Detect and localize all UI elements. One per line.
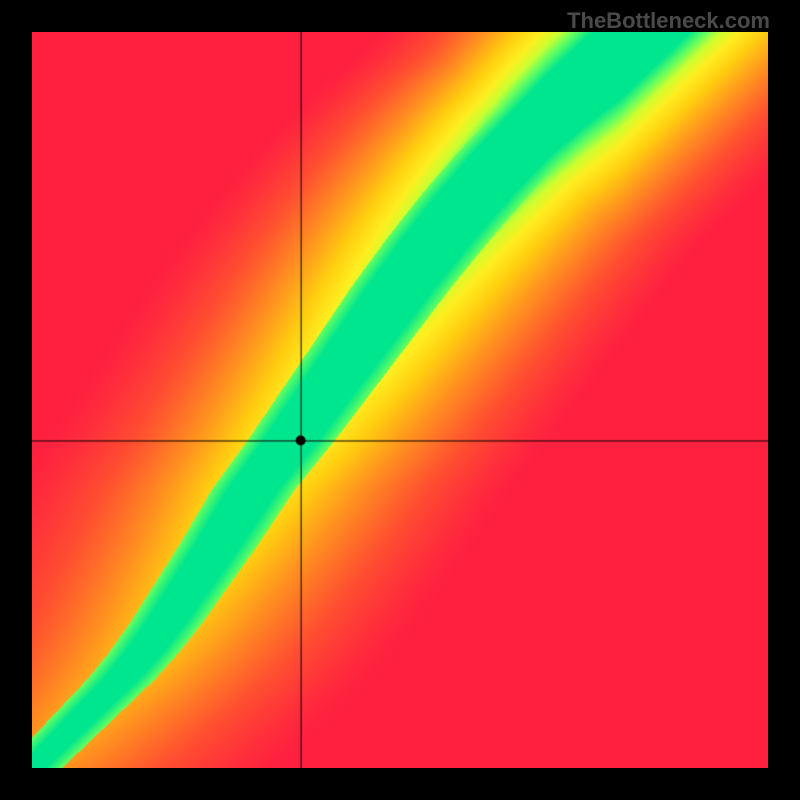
- chart-container: TheBottleneck.com: [0, 0, 800, 800]
- bottleneck-heatmap: [32, 32, 768, 768]
- watermark-text: TheBottleneck.com: [567, 8, 770, 34]
